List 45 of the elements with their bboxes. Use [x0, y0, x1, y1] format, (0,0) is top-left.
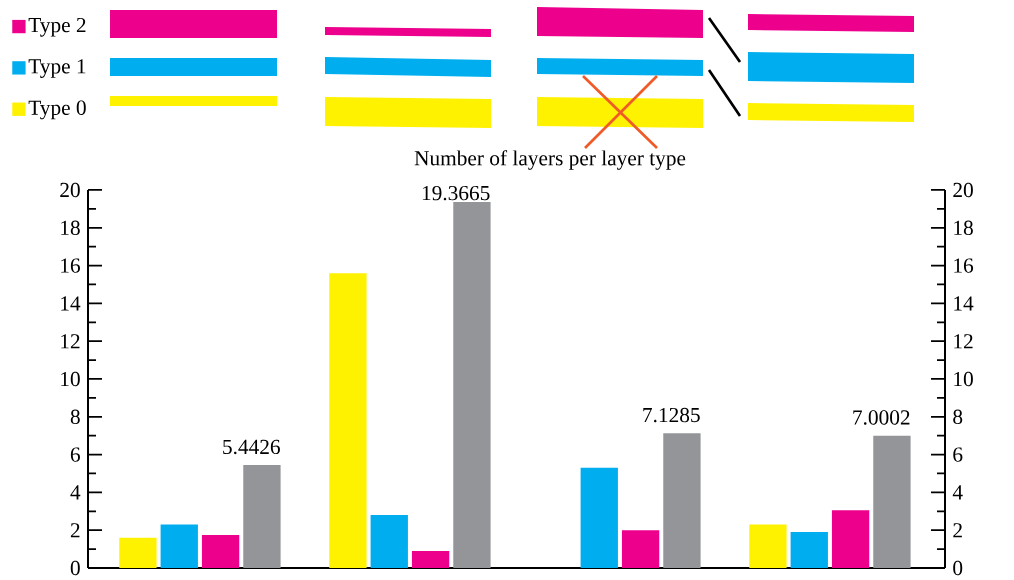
y2-tick-label: 6	[953, 447, 963, 462]
bar	[329, 273, 367, 568]
bar	[831, 510, 870, 568]
y-tick-label: 12	[61, 334, 80, 349]
y2-tick-label: 8	[953, 409, 963, 424]
bar	[873, 435, 911, 568]
y2-tick-label: 0	[953, 560, 963, 576]
y-tick-label: 6	[70, 447, 80, 462]
bar	[160, 524, 198, 568]
bar	[201, 534, 240, 568]
data-label: 19.3665	[422, 185, 490, 201]
bar	[663, 433, 701, 568]
chart-title: Number of layers per layer type	[414, 150, 686, 170]
bar	[453, 201, 491, 568]
y2-tick-label: 18	[954, 220, 973, 235]
y-tick-label: 18	[61, 220, 80, 235]
data-label: 7.0002	[853, 410, 910, 425]
y-tick-label: 20	[60, 182, 80, 198]
bar	[243, 465, 281, 568]
legend-label: Type 2	[28, 17, 86, 37]
bar	[621, 530, 660, 568]
legend-label: Type 0	[28, 100, 86, 120]
legend-label: Type 1	[28, 59, 86, 78]
y2-tick-label: 4	[952, 485, 963, 500]
bar	[119, 537, 157, 568]
y-tick-label: 0	[70, 560, 80, 576]
y2-tick-label: 2	[953, 523, 962, 538]
bar	[580, 467, 618, 568]
y2-tick-label: 12	[954, 334, 973, 349]
data-label: 7.1285	[643, 407, 700, 423]
y2-tick-label: 16	[954, 258, 974, 273]
y-tick-label: 10	[61, 371, 80, 387]
data-label: 5.4426	[223, 439, 280, 455]
y-tick-label: 2	[70, 523, 80, 538]
y-tick-label: 16	[61, 258, 80, 273]
bar	[411, 550, 450, 568]
y2-tick-label: 20	[953, 182, 973, 198]
bar	[370, 515, 408, 568]
y-tick-label: 4	[70, 485, 81, 500]
y-tick-label: 8	[70, 409, 80, 424]
bar	[790, 532, 828, 568]
y-tick-label: 14	[61, 296, 81, 311]
y2-tick-label: 14	[954, 296, 974, 311]
bar	[749, 524, 787, 568]
y2-tick-label: 10	[954, 371, 973, 387]
